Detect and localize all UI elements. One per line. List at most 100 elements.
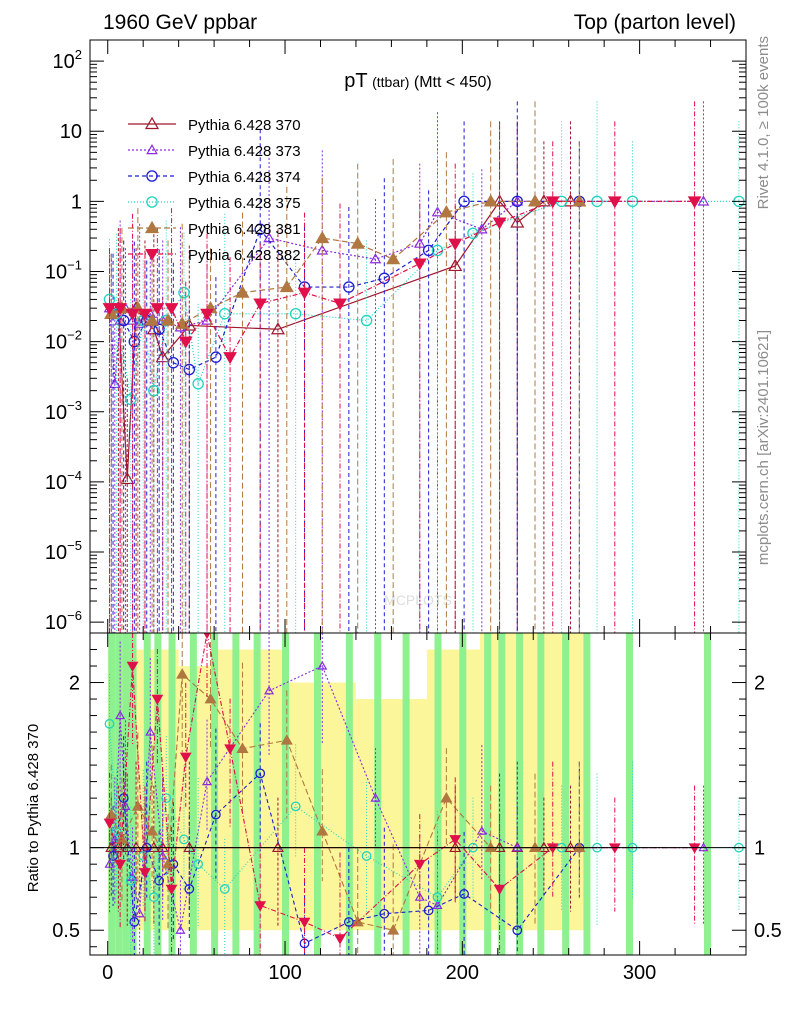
data-point	[537, 841, 550, 853]
data-point	[255, 768, 266, 779]
data-point	[165, 884, 178, 895]
data-point	[179, 752, 192, 763]
data-point	[280, 734, 293, 745]
title-main: pT	[344, 70, 367, 92]
data-point	[148, 892, 159, 903]
plot-title: pT (ttbar) (Mtt < 450)	[344, 70, 491, 92]
data-point	[161, 857, 175, 869]
x-tick-label: 0	[102, 962, 113, 984]
ratio-y-tick-label: 1	[69, 838, 80, 860]
data-point	[254, 901, 267, 912]
title-sub: (ttbar)	[372, 74, 409, 90]
data-point	[432, 892, 443, 903]
ratio-ylabel: Ratio to Pythia 6.428 370	[25, 724, 42, 892]
data-point	[175, 925, 186, 934]
data-point	[192, 378, 204, 390]
y-tick-label: 10	[60, 121, 82, 143]
x-tick-label: 200	[446, 962, 479, 984]
data-point	[117, 314, 130, 327]
y-tick-label: 10−3	[45, 398, 82, 424]
band-green-bar	[313, 633, 321, 955]
band-green-bar	[498, 633, 506, 955]
data-point	[148, 384, 160, 397]
data-point	[184, 884, 195, 894]
data-point	[440, 791, 453, 803]
data-point	[687, 196, 702, 209]
data-point	[115, 710, 126, 720]
data-point	[449, 835, 462, 846]
data-point	[297, 287, 312, 300]
data-point	[134, 908, 145, 918]
data-point	[145, 249, 159, 262]
data-point	[176, 668, 189, 679]
data-point	[130, 841, 143, 853]
data-point	[422, 244, 435, 257]
data-point	[475, 223, 488, 234]
band-green-bar	[562, 633, 570, 955]
band-green-bar	[625, 633, 633, 955]
data-point	[688, 843, 701, 854]
title-cut: (Mtt < 450)	[414, 74, 492, 91]
legend: Pythia 6.428 370 Pythia 6.428 373 Pythia 6…	[128, 116, 301, 264]
data-point	[179, 834, 189, 845]
data-point	[351, 915, 364, 927]
header-left: 1960 GeV ppbar	[103, 11, 257, 34]
band-yellow-segment	[214, 649, 286, 931]
data-point	[289, 307, 302, 320]
watermark: MCPLOTS	[384, 592, 452, 608]
data-point	[476, 825, 487, 835]
legend-label: Pythia 6.428 375	[188, 195, 301, 212]
data-point	[483, 194, 498, 207]
band-green-bar	[143, 633, 151, 955]
data-point	[178, 286, 190, 299]
band-green-bar	[583, 633, 591, 955]
data-point	[201, 776, 213, 786]
main-series-group	[102, 101, 745, 633]
ratio-series-group	[103, 633, 744, 955]
y-tick-label: 10−2	[45, 328, 82, 354]
data-point	[114, 859, 127, 871]
y-tick-label: 10−6	[45, 608, 82, 634]
data-point	[458, 195, 470, 208]
data-point	[607, 196, 622, 209]
data-point	[414, 891, 425, 901]
data-point	[125, 875, 136, 886]
data-point	[563, 194, 578, 207]
band-green-bar	[703, 633, 711, 955]
data-point	[144, 116, 160, 130]
data-point	[432, 900, 443, 910]
data-point	[200, 308, 214, 321]
data-point	[370, 792, 381, 802]
data-point	[203, 633, 211, 640]
data-point	[546, 843, 559, 854]
data-point	[536, 194, 551, 207]
series-line	[110, 200, 571, 480]
data-point	[223, 352, 237, 365]
ratio-y-tick-label: 0.5	[52, 920, 80, 942]
data-point	[178, 336, 193, 349]
side-label-top: Rivet 4.1.0, ≥ 100k events	[755, 36, 772, 209]
data-point	[102, 303, 117, 316]
data-point	[316, 824, 329, 836]
data-point	[448, 258, 463, 272]
data-point	[493, 884, 506, 895]
data-point	[125, 308, 140, 321]
data-point	[439, 205, 454, 218]
legend-label: Pythia 6.428 382	[188, 247, 301, 264]
band-green-bar	[459, 633, 467, 955]
data-point	[484, 841, 497, 853]
band-green-bar	[402, 633, 410, 955]
data-point	[492, 217, 507, 230]
data-point	[279, 279, 294, 293]
data-point	[145, 313, 160, 326]
band-green-bar	[282, 633, 290, 955]
data-point	[219, 884, 230, 894]
band-green-bar	[189, 633, 197, 955]
data-point	[369, 253, 382, 264]
data-point	[254, 223, 266, 236]
data-point	[204, 692, 217, 704]
side-label-bottom: mcplots.cern.ch [arXiv:2401.10621]	[755, 330, 772, 565]
data-point	[224, 744, 236, 755]
data-point	[120, 471, 135, 485]
